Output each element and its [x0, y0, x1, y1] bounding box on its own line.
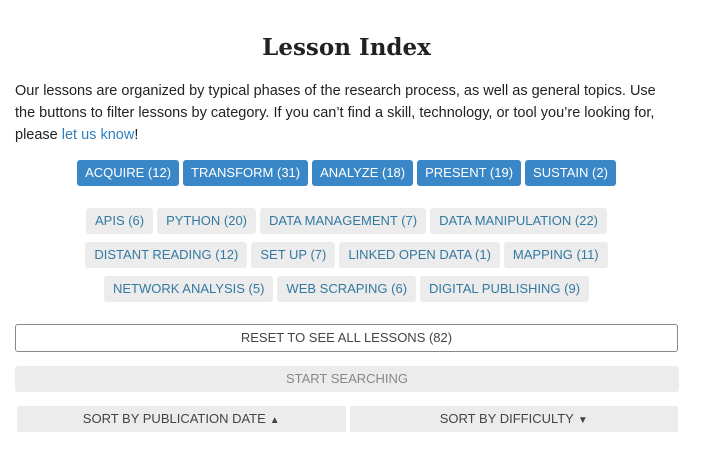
- intro-text: Our lessons are organized by typical pha…: [15, 80, 678, 146]
- reset-button[interactable]: RESET TO SEE ALL LESSONS (82): [15, 324, 678, 352]
- intro-end: !: [134, 127, 139, 143]
- sort-date-label: SORT BY PUBLICATION DATE: [82, 411, 266, 426]
- triangle-down-icon: ▼: [577, 415, 588, 426]
- start-searching-button[interactable]: START SEARCHING: [15, 366, 679, 392]
- phase-filter-button[interactable]: ACQUIRE (12): [77, 160, 180, 186]
- topic-filter-button[interactable]: APIS (6): [85, 208, 154, 234]
- topic-filter-button[interactable]: LINKED OPEN DATA (1): [339, 242, 500, 268]
- topic-filters: APIS (6) PYTHON (20) DATA MANAGEMENT (7) DA…: [15, 208, 678, 302]
- topic-filter-button[interactable]: DATA MANAGEMENT (7): [260, 208, 427, 234]
- phase-filter-button[interactable]: PRESENT (19): [417, 160, 522, 186]
- intro-body: Our lessons are organized by typical pha…: [15, 83, 656, 143]
- sort-difficulty-label: SORT BY DIFFICULTY: [439, 411, 574, 426]
- page-title: Lesson Index: [262, 34, 431, 61]
- sort-by-date-button[interactable]: SORT BY PUBLICATION DATE ▲: [17, 406, 346, 432]
- topic-filter-button[interactable]: MAPPING (11): [503, 242, 608, 268]
- topic-filter-button[interactable]: DIGITAL PUBLISHING (9): [420, 276, 590, 302]
- lesson-index: Lesson Index Our lessons are organized b…: [15, 0, 679, 432]
- sort-by-difficulty-button[interactable]: SORT BY DIFFICULTY ▼: [349, 406, 678, 432]
- let-us-know-link[interactable]: let us know: [61, 127, 135, 143]
- phase-filters: ACQUIRE (12) TRANSFORM (31) ANALYZE (18) PR…: [15, 160, 678, 186]
- phase-filter-button[interactable]: SUSTAIN (2): [525, 160, 616, 186]
- phase-filter-button[interactable]: TRANSFORM (31): [183, 160, 309, 186]
- topic-filter-button[interactable]: NETWORK ANALYSIS (5): [103, 276, 274, 302]
- topic-filter-button[interactable]: PYTHON (20): [157, 208, 257, 234]
- phase-filter-button[interactable]: ANALYZE (18): [312, 160, 414, 186]
- triangle-up-icon: ▲: [269, 415, 280, 426]
- topic-filter-button[interactable]: WEB SCRAPING (6): [277, 276, 417, 302]
- topic-filter-button[interactable]: DISTANT READING (12): [85, 242, 248, 268]
- topic-filter-button[interactable]: DATA MANIPULATION (22): [430, 208, 608, 234]
- topic-filter-button[interactable]: SET UP (7): [251, 242, 336, 268]
